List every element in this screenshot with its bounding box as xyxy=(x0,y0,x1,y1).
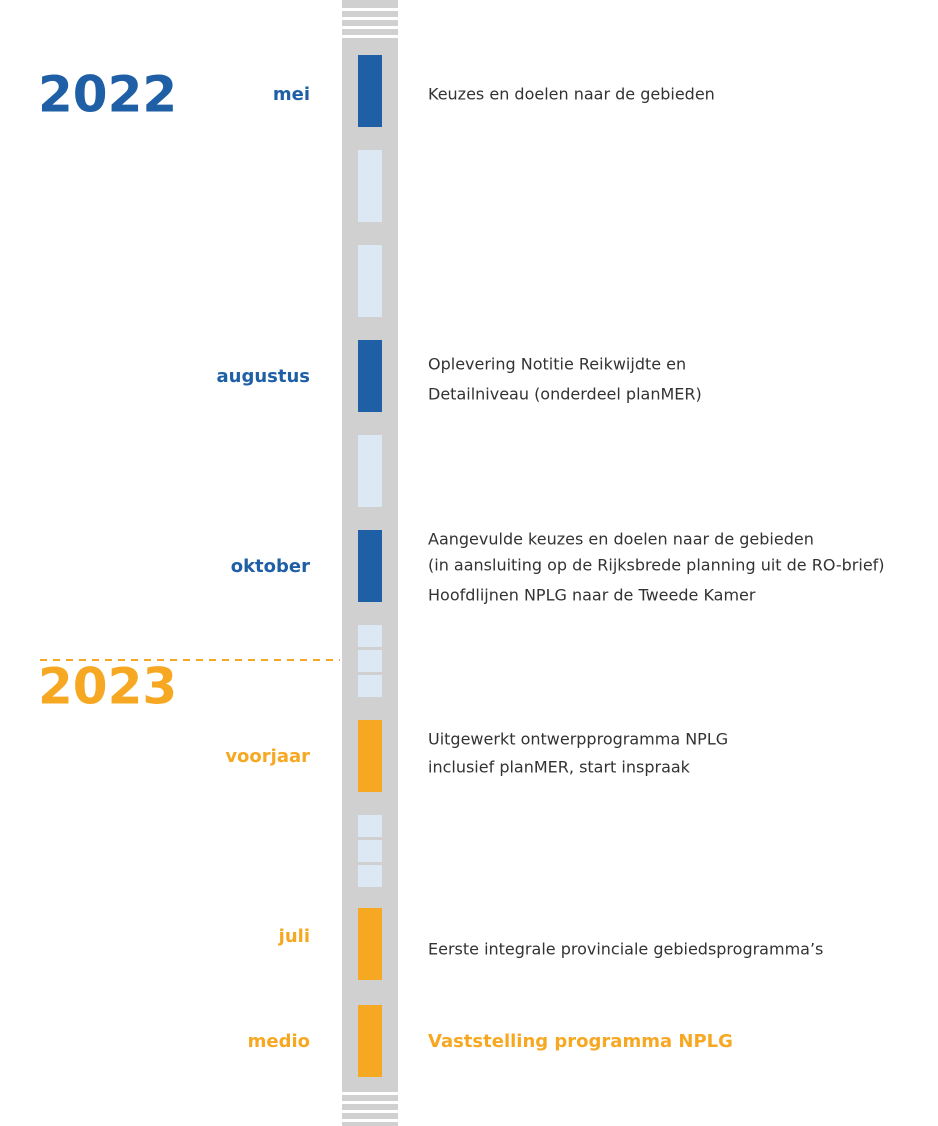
period-label: augustus xyxy=(216,366,310,387)
event-text: Vaststelling programma NPLG xyxy=(428,1031,733,1052)
period-label: medio xyxy=(248,1031,310,1052)
year-label: 2022 xyxy=(38,66,177,124)
event-text: (in aansluiting op de Rijksbrede plannin… xyxy=(428,556,885,575)
event-text: Detailniveau (onderdeel planMER) xyxy=(428,385,702,404)
period-label: oktober xyxy=(231,556,310,577)
event-text: Eerste integrale provinciale gebiedsprog… xyxy=(428,940,823,959)
event-text: Oplevering Notitie Reikwijdte en xyxy=(428,355,686,374)
event-text: inclusief planMER, start inspraak xyxy=(428,758,691,777)
event-text: Uitgewerkt ontwerpprogramma NPLG xyxy=(428,730,728,749)
event-text: Aangevulde keuzes en doelen naar de gebi… xyxy=(428,530,814,549)
year-label: 2023 xyxy=(38,658,177,716)
period-label: mei xyxy=(273,84,310,105)
period-label: voorjaar xyxy=(225,746,310,767)
event-text: Hoofdlijnen NPLG naar de Tweede Kamer xyxy=(428,586,756,605)
period-label: juli xyxy=(278,926,310,947)
event-text: Keuzes en doelen naar de gebieden xyxy=(428,85,715,104)
track xyxy=(342,0,398,1126)
